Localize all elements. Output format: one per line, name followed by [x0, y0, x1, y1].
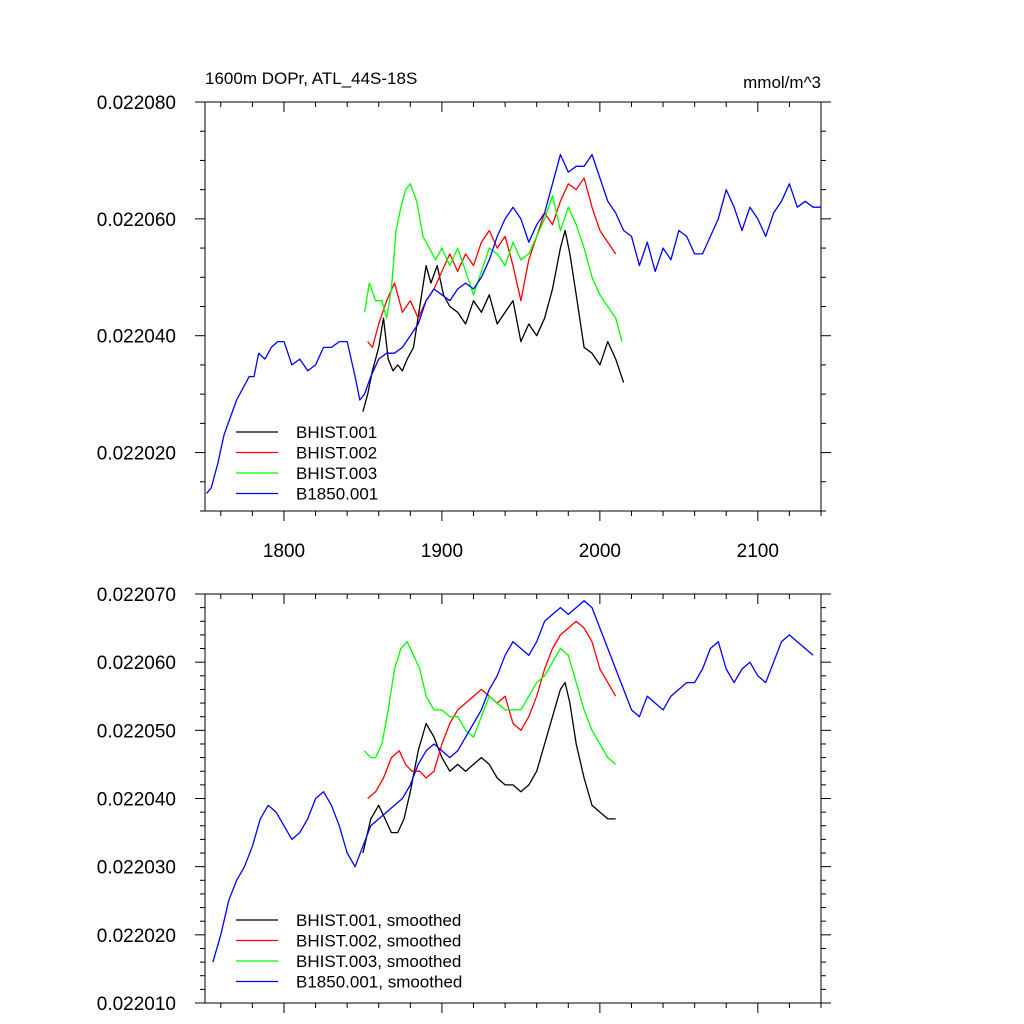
y-tick-label: 0.022060: [97, 653, 176, 674]
chart-panel-2: 0.022010 0.022020 0.022030 0.022040 0.022050…: [97, 585, 831, 1015]
units-label: mmol/m^3: [743, 73, 821, 92]
legend-label: B1850.001: [296, 485, 378, 504]
series-line-bhist-003: [363, 183, 623, 342]
legend-label: BHIST.003, smoothed: [296, 952, 461, 971]
legend-label: BHIST.002: [296, 444, 377, 463]
legend-label: BHIST.002, smoothed: [296, 932, 461, 951]
series-line-bhist-002: [367, 177, 617, 349]
chart-title: 1600m DOPr, ATL_44S-18S: [205, 69, 417, 88]
y-tick-label: 0.022070: [97, 585, 176, 606]
series-line-bhist-003-smoothed: [364, 641, 617, 765]
legend-label: BHIST.001, smoothed: [296, 911, 461, 930]
legend-label: BHIST.003: [296, 464, 377, 483]
series-line-b1850-001: [206, 153, 821, 494]
x-tick-label: 1900: [421, 541, 463, 562]
y-tick-label: 0.022030: [97, 858, 176, 879]
y-tick-label: 0.022040: [97, 327, 176, 348]
y-tick-label: 0.022010: [97, 994, 176, 1015]
series-line-bhist-001: [362, 229, 625, 412]
series-line-b1850-001-smoothed: [212, 600, 814, 963]
series-line-bhist-002-smoothed: [367, 620, 617, 799]
y-tick-label: 0.022050: [97, 721, 176, 742]
x-tick-label: 1800: [263, 541, 305, 562]
legend: BHIST.001, smoothed BHIST.002, smoothedBH…: [236, 911, 462, 992]
x-tick-label: 2000: [579, 541, 621, 562]
series-line-bhist-001-smoothed: [362, 681, 616, 854]
y-tick-label: 0.022060: [97, 210, 176, 231]
y-tick-label: 0.022020: [97, 926, 176, 947]
y-tick-label: 0.022020: [97, 444, 176, 465]
chart-panel-1: 1800 1900 2000 2100 0.022020 0.022040 0.022060…: [97, 69, 831, 562]
legend-label: BHIST.001: [296, 423, 377, 442]
y-tick-label: 0.022080: [97, 93, 176, 114]
legend-label: B1850.001, smoothed: [296, 973, 462, 992]
x-tick-label: 2100: [737, 541, 779, 562]
y-tick-label: 0.022040: [97, 790, 176, 811]
